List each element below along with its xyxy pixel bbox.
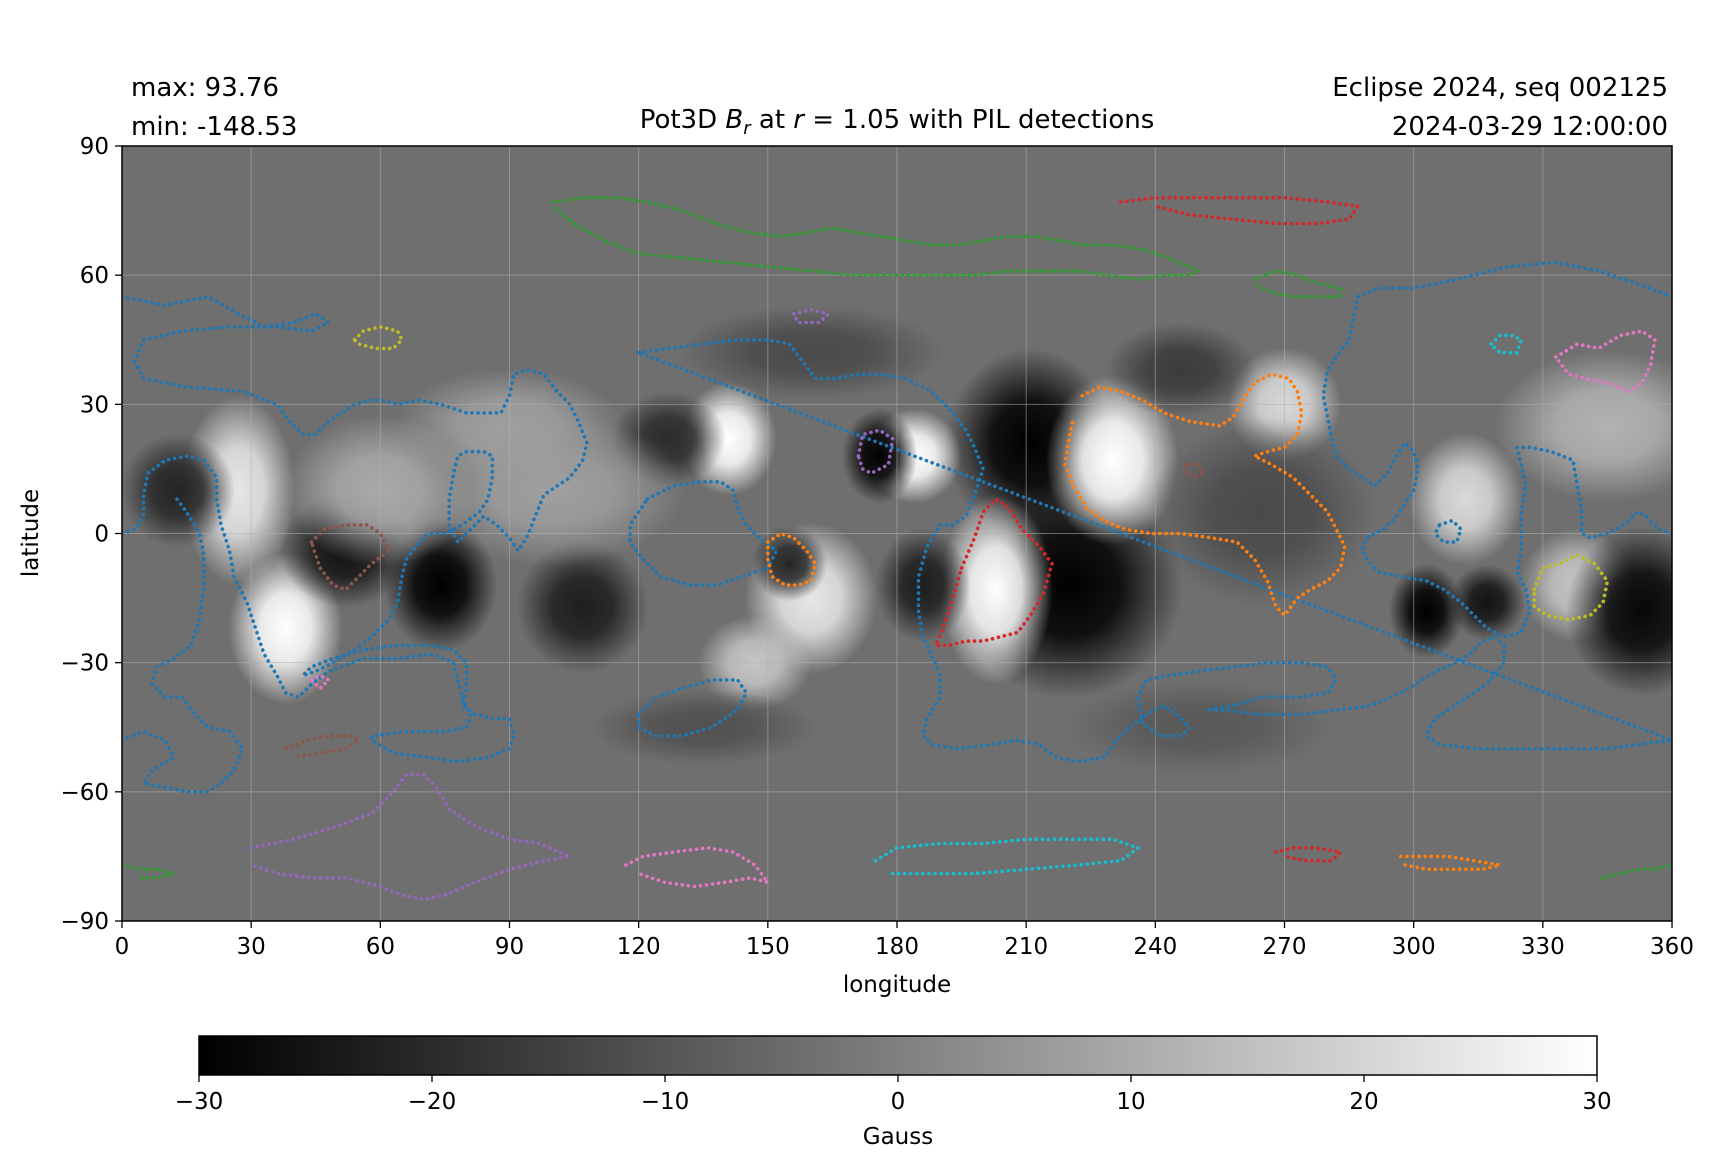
pil-contour (1119, 195, 1361, 226)
colorbar-ticks: −30 −20 −10 0 10 20 30 (175, 1075, 1612, 1115)
field-blob (678, 305, 944, 401)
x-tick-label: 330 (1521, 934, 1565, 960)
pil-contour (624, 845, 773, 889)
field-blob (589, 689, 817, 766)
heatmap-plot (122, 146, 1672, 921)
pil-contour (1433, 518, 1464, 544)
colorbar-tick-label: 30 (1582, 1089, 1611, 1115)
y-axis-label: latitude (18, 489, 44, 577)
field-blob (122, 433, 235, 548)
field-blob (1566, 525, 1672, 697)
pil-contour (122, 493, 245, 794)
pil-contour (1274, 846, 1345, 863)
pil-contour (1488, 333, 1524, 355)
pil-contour (628, 480, 779, 587)
pil-detections (122, 195, 1672, 902)
x-tick-label: 30 (237, 934, 266, 960)
y-axis-ticks: −90 −60 −30 0 30 60 90 (60, 134, 122, 935)
field-blob (1149, 417, 1377, 607)
field-blob (516, 540, 649, 673)
x-tick-label: 0 (115, 934, 130, 960)
x-tick-label: 300 (1392, 934, 1436, 960)
x-tick-label: 90 (495, 934, 524, 960)
y-tick-label: −60 (60, 780, 109, 806)
pil-contour (1399, 854, 1501, 872)
field-blob (1448, 564, 1525, 641)
y-tick-label: 30 (80, 392, 109, 418)
y-tick-label: 90 (80, 134, 109, 160)
colorbar (198, 1035, 1598, 1076)
pil-contour (1183, 462, 1206, 480)
pil-contour (638, 338, 1672, 764)
x-axis-label: longitude (843, 972, 951, 998)
pil-contour (308, 673, 332, 692)
y-tick-label: 60 (80, 263, 109, 289)
pil-contour (550, 195, 1203, 282)
field-blob (751, 525, 828, 602)
pil-contour (856, 428, 895, 476)
pil-contour (636, 678, 749, 738)
field-blob (841, 408, 918, 504)
x-tick-label: 360 (1650, 934, 1694, 960)
pil-contour (351, 324, 405, 351)
pil-contour (1252, 269, 1343, 299)
pil-contour (283, 734, 363, 760)
field-blob (181, 395, 296, 586)
field-blob (1493, 350, 1672, 502)
x-tick-label: 150 (746, 934, 790, 960)
pil-contour (1321, 260, 1672, 639)
y-tick-label: −90 (60, 909, 109, 935)
y-tick-label: −30 (60, 651, 109, 677)
y-tick-label: 0 (94, 522, 109, 548)
colorbar-tick-label: 0 (891, 1089, 906, 1115)
x-tick-label: 240 (1133, 934, 1177, 960)
grid-layer (122, 146, 1672, 921)
colorbar-label: Gauss (863, 1124, 933, 1150)
field-blob (1388, 563, 1465, 659)
field-blob (1105, 322, 1257, 418)
x-tick-label: 270 (1263, 934, 1307, 960)
chart-title: Pot3D Br at r = 1.05 with PIL detections (640, 105, 1155, 139)
pil-contour (309, 523, 392, 592)
pil-contour (766, 531, 818, 587)
x-axis-ticks: 0 30 60 90 120 150 180 210 240 270 300 330 360 (115, 921, 1694, 960)
info-line-2: 2024-03-29 12:00:00 (1392, 112, 1668, 142)
pil-contour (1553, 329, 1657, 394)
stats-max: max: 93.76 (131, 73, 279, 103)
field-blob (1065, 679, 1331, 775)
colorbar-tick-label: −20 (408, 1089, 457, 1115)
pil-contour (1601, 863, 1672, 880)
pil-contour (1532, 552, 1610, 622)
field-layer (122, 305, 1672, 775)
pil-contour (122, 294, 589, 764)
colorbar-tick-label: 20 (1349, 1089, 1378, 1115)
pil-contour (873, 837, 1142, 876)
stats-min: min: -148.53 (131, 112, 297, 142)
x-tick-label: 180 (875, 934, 919, 960)
colorbar-tick-label: 10 (1116, 1089, 1145, 1115)
x-tick-label: 60 (366, 934, 395, 960)
x-tick-label: 210 (1004, 934, 1048, 960)
colorbar-tick-label: −10 (641, 1089, 690, 1115)
field-blob (1045, 375, 1179, 546)
colorbar-tick-label: −30 (175, 1089, 224, 1115)
info-line-1: Eclipse 2024, seq 002125 (1332, 73, 1668, 103)
pil-contour (122, 863, 175, 880)
field-blob (939, 494, 1053, 685)
pil-contour (249, 772, 577, 902)
x-tick-label: 120 (617, 934, 661, 960)
pil-contour (791, 307, 832, 325)
pil-contour (933, 496, 1054, 648)
